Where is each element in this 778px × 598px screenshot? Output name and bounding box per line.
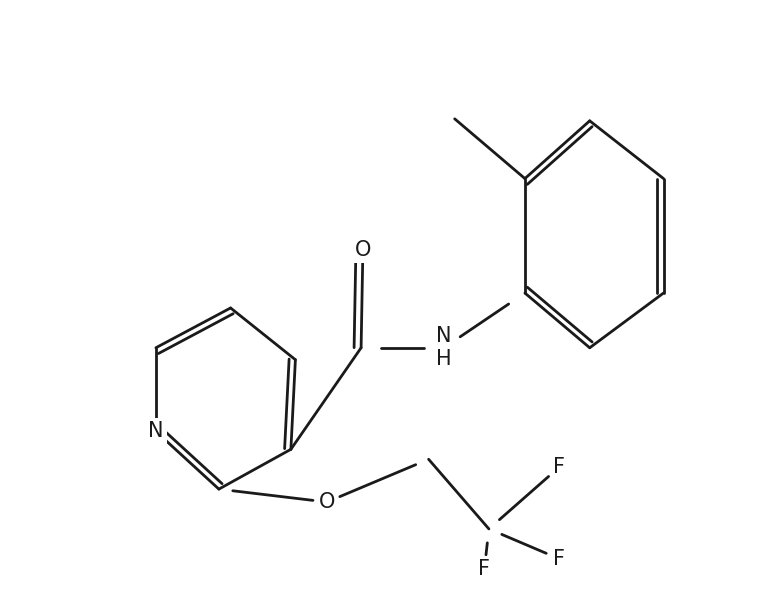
Text: N
H: N H bbox=[436, 326, 452, 370]
Text: N: N bbox=[148, 422, 163, 441]
Text: F: F bbox=[478, 559, 490, 579]
Text: F: F bbox=[553, 457, 565, 477]
Text: O: O bbox=[319, 492, 335, 512]
Text: O: O bbox=[355, 240, 371, 260]
Text: F: F bbox=[553, 549, 565, 569]
